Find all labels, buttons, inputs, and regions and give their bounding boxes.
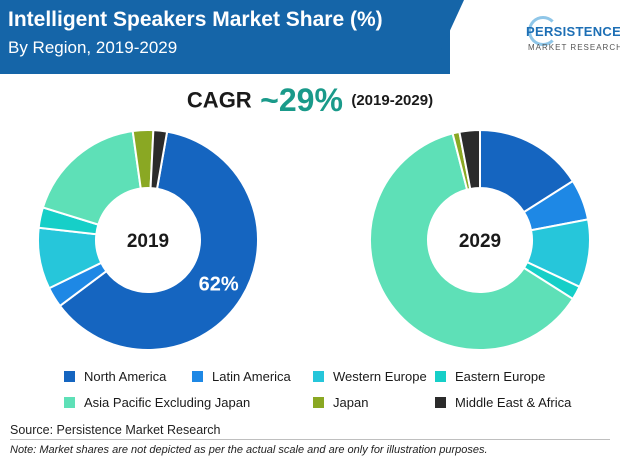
legend-label: Middle East & Africa bbox=[455, 395, 572, 410]
data-label-2019: 62% bbox=[199, 273, 239, 295]
chart-subtitle: By Region, 2019-2029 bbox=[8, 38, 178, 57]
slice-2019-asia-pacific-excluding-japan bbox=[41, 129, 142, 226]
cagr-period: (2019-2029) bbox=[351, 92, 434, 109]
legend-swatch bbox=[313, 371, 324, 382]
legend-swatch bbox=[435, 397, 446, 408]
legend-item-japan: Japan bbox=[313, 395, 368, 410]
cagr-callout: CAGR ~29% (2019-2029) bbox=[0, 82, 620, 119]
slice-2019-middle-east-africa bbox=[149, 129, 169, 190]
legend-item-latin-america: Latin America bbox=[192, 369, 291, 384]
legend-item-western-europe: Western Europe bbox=[313, 369, 427, 384]
cagr-value: ~29% bbox=[260, 82, 343, 118]
note-text: Note: Market shares are not depicted as … bbox=[10, 444, 488, 456]
logo-ring-icon bbox=[528, 16, 558, 46]
legend-item-middle-east-africa: Middle East & Africa bbox=[435, 395, 571, 410]
header-banner bbox=[0, 0, 450, 74]
legend-label: Japan bbox=[333, 395, 369, 410]
legend-label: Latin America bbox=[212, 369, 291, 384]
chart-title: Intelligent Speakers Market Share (%) bbox=[8, 8, 383, 31]
cagr-label: CAGR bbox=[186, 87, 252, 113]
source-text: Source: Persistence Market Research bbox=[10, 423, 221, 437]
legend-label: Eastern Europe bbox=[455, 369, 546, 384]
legend-swatch bbox=[435, 371, 446, 382]
center-label-2019: 2019 bbox=[127, 231, 169, 252]
legend-label: Asia Pacific Excluding Japan bbox=[84, 395, 251, 410]
slice-2029-middle-east-africa bbox=[458, 128, 481, 191]
legend-swatch bbox=[313, 397, 324, 408]
legend-label: North America bbox=[84, 369, 167, 384]
legend-item-north-america: North America bbox=[64, 369, 166, 384]
logo-subtitle: MARKET RESEARCH bbox=[528, 43, 620, 52]
legend-label: Western Europe bbox=[333, 369, 427, 384]
header-banner-edge bbox=[430, 0, 464, 74]
legend-swatch bbox=[64, 371, 75, 382]
legend-swatch bbox=[192, 371, 203, 382]
logo-name: PERSISTENCE bbox=[526, 24, 620, 39]
legend-item-eastern-europe: Eastern Europe bbox=[435, 369, 545, 384]
footer-divider bbox=[10, 439, 610, 440]
slice-2029-asia-pacific-excluding-japan bbox=[369, 132, 575, 351]
slice-2019-north-america bbox=[58, 130, 259, 351]
legend-swatch bbox=[64, 397, 75, 408]
center-label-2029: 2029 bbox=[459, 231, 501, 252]
persistence-logo: PERSISTENCE MARKET RESEARCH bbox=[520, 14, 620, 64]
legend-item-asia-pacific-excluding-japan: Asia Pacific Excluding Japan bbox=[64, 395, 250, 410]
